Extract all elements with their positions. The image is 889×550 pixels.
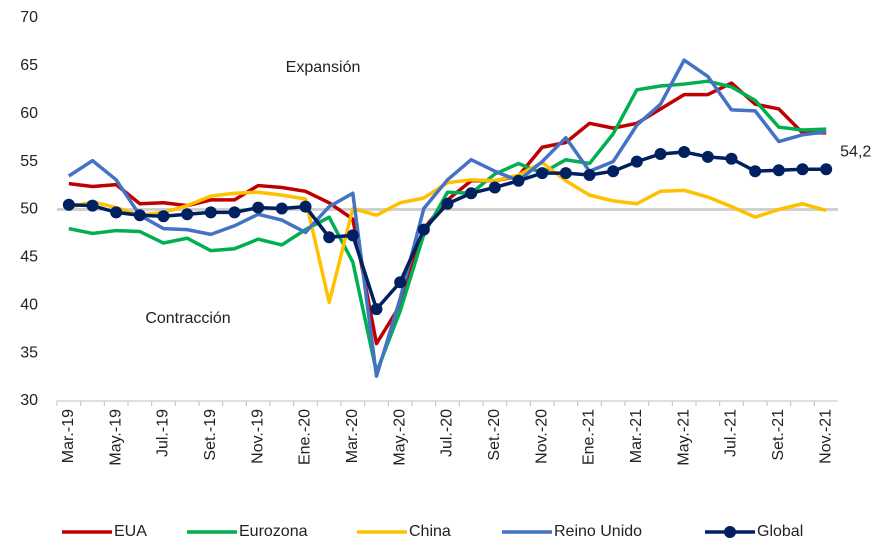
point (181, 208, 194, 221)
x-tick-label: Nov.-19 (249, 409, 266, 464)
annotation: Contracción (145, 310, 230, 327)
x-tick-label: May.-20 (391, 409, 408, 466)
point (749, 165, 762, 178)
x-tick-label: May.-19 (107, 409, 124, 466)
point (701, 150, 714, 163)
series-line (68, 160, 827, 305)
series-line (67, 58, 827, 378)
x-tick-label: Mar.-20 (344, 409, 361, 463)
point (536, 167, 549, 180)
value-label: 54,2 (840, 144, 871, 161)
point (157, 210, 170, 223)
x-tick-label: Nov.-20 (533, 409, 550, 464)
x-tick-label: Ene.-20 (297, 409, 314, 465)
x-tick-label: Jul.-19 (155, 409, 172, 457)
point (275, 202, 288, 215)
point (725, 152, 738, 165)
point (323, 231, 336, 244)
point (820, 163, 833, 176)
point (796, 163, 809, 176)
x-tick-label: Ene.-21 (581, 409, 598, 465)
x-tick-label: Nov.-21 (817, 409, 834, 464)
x-tick-label: Jul.-21 (723, 409, 740, 457)
point (465, 187, 478, 200)
x-tick-label: Set.-19 (202, 409, 219, 461)
legend-label: China (409, 523, 451, 540)
point (417, 223, 430, 236)
legend-label: Global (757, 523, 803, 540)
point (133, 209, 146, 222)
x-tick-label: Mar.-21 (628, 409, 645, 463)
y-tick-label: 70 (20, 9, 38, 26)
point (772, 164, 785, 177)
series-line (68, 79, 827, 375)
y-tick-label: 60 (20, 105, 38, 122)
point (86, 199, 99, 212)
point (228, 206, 241, 219)
point (441, 197, 454, 210)
point (583, 169, 596, 182)
point (204, 206, 217, 219)
point (394, 276, 407, 289)
point (512, 174, 525, 187)
x-tick-label: Set.-20 (486, 409, 503, 461)
x-tick-label: Jul.-20 (439, 409, 456, 457)
annotation: Expansión (286, 59, 361, 76)
point (607, 165, 620, 178)
legend-marker (724, 526, 736, 538)
point (346, 229, 359, 242)
y-tick-label: 65 (20, 57, 38, 74)
y-tick-label: 50 (20, 201, 38, 218)
legend-label: Eurozona (239, 523, 308, 540)
x-tick-label: Mar.-19 (60, 409, 77, 463)
y-tick-label: 45 (20, 249, 38, 266)
point (370, 303, 383, 316)
y-tick-label: 30 (20, 392, 38, 409)
point (299, 200, 312, 213)
point (488, 181, 501, 194)
point (559, 167, 572, 180)
point (62, 198, 75, 211)
y-tick-label: 40 (20, 296, 38, 313)
y-tick-label: 55 (20, 153, 38, 170)
x-tick-label: May.-21 (675, 409, 692, 466)
point (630, 155, 643, 168)
y-tick-label: 35 (20, 344, 38, 361)
point (654, 147, 667, 160)
point (110, 206, 123, 219)
legend-label: Reino Unido (554, 523, 642, 540)
x-tick-label: Set.-21 (770, 409, 787, 461)
point (252, 201, 265, 214)
legend-label: EUA (114, 523, 147, 540)
point (678, 146, 691, 159)
